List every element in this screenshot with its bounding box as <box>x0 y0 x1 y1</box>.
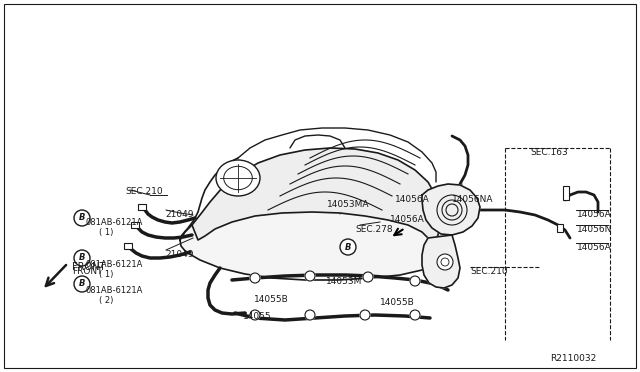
Text: 14055B: 14055B <box>254 295 289 304</box>
Polygon shape <box>180 210 445 280</box>
Text: 14056N: 14056N <box>577 225 612 234</box>
FancyBboxPatch shape <box>131 222 139 228</box>
FancyBboxPatch shape <box>124 243 132 249</box>
Circle shape <box>360 310 370 320</box>
Circle shape <box>363 272 373 282</box>
Text: 14053MA: 14053MA <box>327 200 369 209</box>
Text: 21049: 21049 <box>165 250 193 259</box>
Circle shape <box>74 210 90 226</box>
Text: ( 1): ( 1) <box>99 228 113 237</box>
FancyBboxPatch shape <box>138 204 146 210</box>
Polygon shape <box>192 148 440 242</box>
Text: R2110032: R2110032 <box>550 354 596 363</box>
Text: FRONT: FRONT <box>72 267 102 276</box>
Circle shape <box>340 239 356 255</box>
Text: 081AB-6121A: 081AB-6121A <box>86 218 143 227</box>
Circle shape <box>250 310 260 320</box>
Circle shape <box>305 310 315 320</box>
Circle shape <box>74 250 90 266</box>
Text: FRONT: FRONT <box>72 262 106 272</box>
Text: 14056A: 14056A <box>390 215 425 224</box>
Text: B: B <box>345 243 351 251</box>
Text: 14055B: 14055B <box>380 298 415 307</box>
Circle shape <box>74 276 90 292</box>
Circle shape <box>437 254 453 270</box>
Text: 081AB-6121A: 081AB-6121A <box>86 260 143 269</box>
Text: ( 1): ( 1) <box>99 270 113 279</box>
Circle shape <box>410 276 420 286</box>
FancyBboxPatch shape <box>563 186 569 200</box>
Text: B: B <box>79 214 85 222</box>
Text: SEC.210: SEC.210 <box>125 187 163 196</box>
Text: 14056NA: 14056NA <box>452 195 493 204</box>
Text: SEC.278: SEC.278 <box>355 225 392 234</box>
Circle shape <box>250 273 260 283</box>
Text: 14056A: 14056A <box>395 195 429 204</box>
Text: 21049: 21049 <box>165 210 193 219</box>
Polygon shape <box>422 184 480 235</box>
Text: SEC.163: SEC.163 <box>530 148 568 157</box>
Text: 14056A: 14056A <box>577 210 612 219</box>
Circle shape <box>305 271 315 281</box>
FancyBboxPatch shape <box>557 224 563 232</box>
Text: 081AB-6121A: 081AB-6121A <box>86 286 143 295</box>
Circle shape <box>410 310 420 320</box>
Text: SEC.210: SEC.210 <box>470 267 508 276</box>
Text: B: B <box>79 253 85 263</box>
Text: 14055: 14055 <box>243 312 271 321</box>
Text: B: B <box>79 279 85 289</box>
Polygon shape <box>422 235 460 288</box>
Text: 14056A: 14056A <box>577 243 612 252</box>
Text: ( 2): ( 2) <box>99 296 113 305</box>
Text: 14053M: 14053M <box>326 277 362 286</box>
Ellipse shape <box>216 160 260 196</box>
